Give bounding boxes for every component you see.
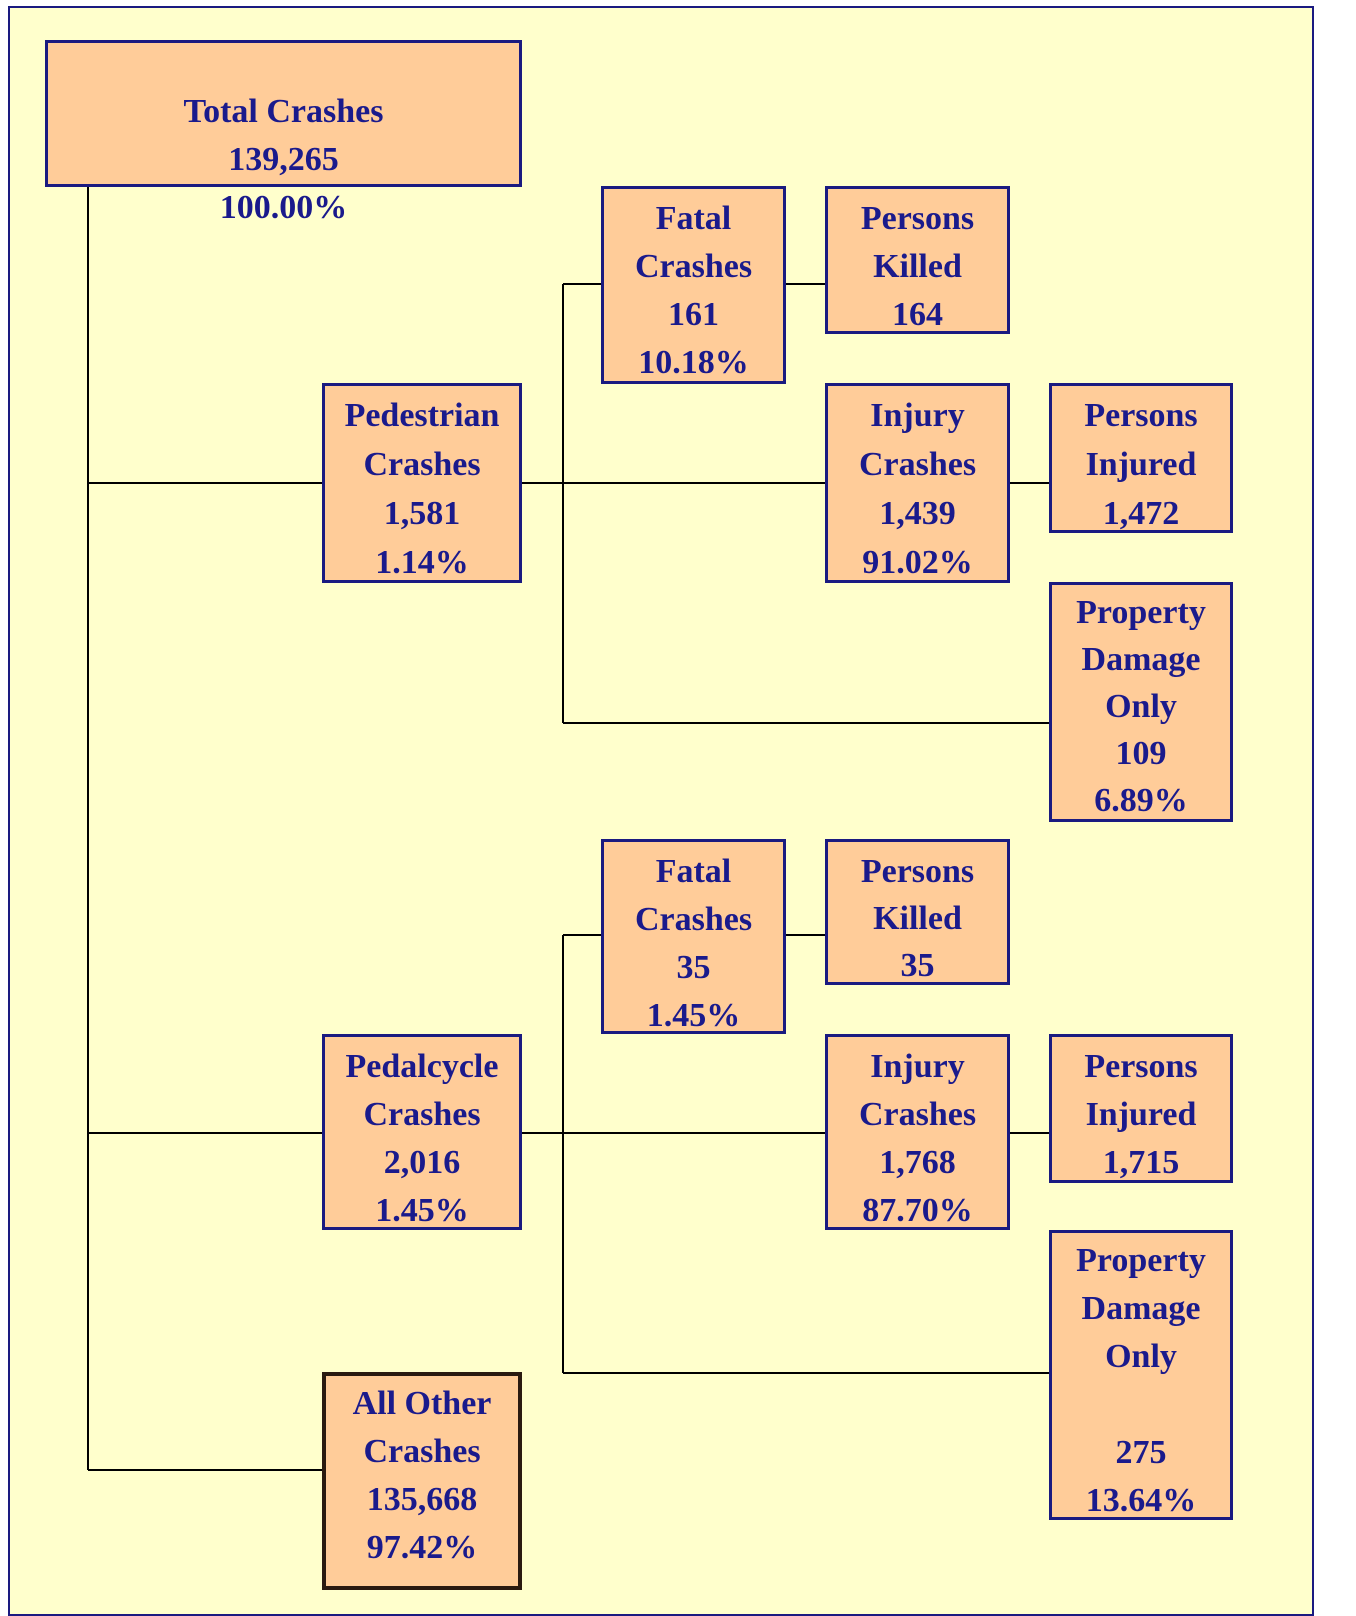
node-text: Crashes [363,1096,481,1133]
node-text: 161 [668,296,719,333]
node-text: 1,768 [879,1144,956,1181]
node-text: 6.89% [1094,782,1188,819]
node-text: 10.18% [638,344,749,381]
node-ped-injury: Injury Crashes 1,439 91.02% [825,383,1010,583]
node-text: Crashes [363,446,481,483]
node-cyc: Pedalcycle Crashes 2,016 1.45% [322,1034,522,1230]
node-text: 35 [900,947,935,984]
node-cyc-killed: Persons Killed 35 [825,839,1010,985]
node-text: 91.02% [862,544,973,581]
node-text: Injured [1085,1096,1197,1133]
node-text: 1,439 [879,495,956,532]
node-text: Persons [860,200,975,237]
node-text: 2,016 [383,1144,461,1181]
node-text: 35 [676,949,711,986]
node-text: 13.64% [1085,1482,1197,1519]
node-cyc-injured: Persons Injured 1,715 [1049,1034,1233,1183]
node-ped-fatal: Fatal Crashes 161 10.18% [601,186,786,384]
node-text: Total Crashes [183,93,384,130]
node-text: 97.42% [366,1529,478,1566]
node-text: Crashes [634,901,753,938]
node-cyc-fatal: Fatal Crashes 35 1.45% [601,839,786,1034]
node-text: Pedalcycle [345,1048,499,1085]
node-text: Crashes [858,446,977,483]
node-text: 1,581 [383,495,461,532]
node-text: Crashes [634,248,753,285]
node-text: Damage [1081,641,1201,678]
node-text: Crashes [858,1096,977,1133]
node-text: 139,265 [228,141,339,178]
node-text: 164 [892,296,943,333]
node-text: 1.45% [375,1192,469,1229]
node-text: Persons [1084,1048,1198,1085]
node-text: 87.70% [862,1192,973,1229]
node-text: Injured [1085,446,1197,483]
node-text: Pedestrian [344,397,500,434]
node-ped-killed: Persons Killed 164 [825,186,1010,334]
node-ped-pdo: Property Damage Only 109 6.89% [1049,582,1233,822]
node-text: Persons [1084,397,1198,434]
node-other: All Other Crashes 135,668 97.42% [322,1372,522,1590]
node-text: 1.45% [646,997,741,1034]
node-text: Persons [860,853,975,890]
node-ped-injured: Persons Injured 1,472 [1049,383,1233,533]
node-text: Fatal [655,853,732,890]
node-text: 100.00% [219,189,348,226]
node-text: Fatal [655,200,732,237]
node-text: 1,715 [1102,1144,1180,1181]
node-text: Injury [870,1048,965,1085]
node-total: Total Crashes 139,265 100.00% [45,40,522,226]
node-text: Killed [873,248,962,285]
node-text: All Other [352,1385,492,1422]
node-text: Killed [873,900,962,937]
node-text: Only [1105,688,1177,725]
node-ped: Pedestrian Crashes 1,581 1.14% [322,383,522,583]
node-text: Crashes [363,1433,481,1470]
node-text: 1,472 [1102,495,1180,532]
node-text: Damage [1081,1290,1201,1327]
node-text: Property [1076,1242,1206,1279]
node-text: 109 [1115,735,1167,772]
node-text: 1.14% [375,544,469,581]
node-cyc-injury: Injury Crashes 1,768 87.70% [825,1034,1010,1230]
node-text: 135,668 [366,1481,478,1518]
node-text: Injury [870,397,965,434]
node-text: 275 [1115,1434,1167,1471]
node-text: Only [1105,1338,1177,1375]
node-cyc-pdo: Property Damage Only 275 13.64% [1049,1230,1233,1520]
node-text: Property [1076,594,1206,631]
